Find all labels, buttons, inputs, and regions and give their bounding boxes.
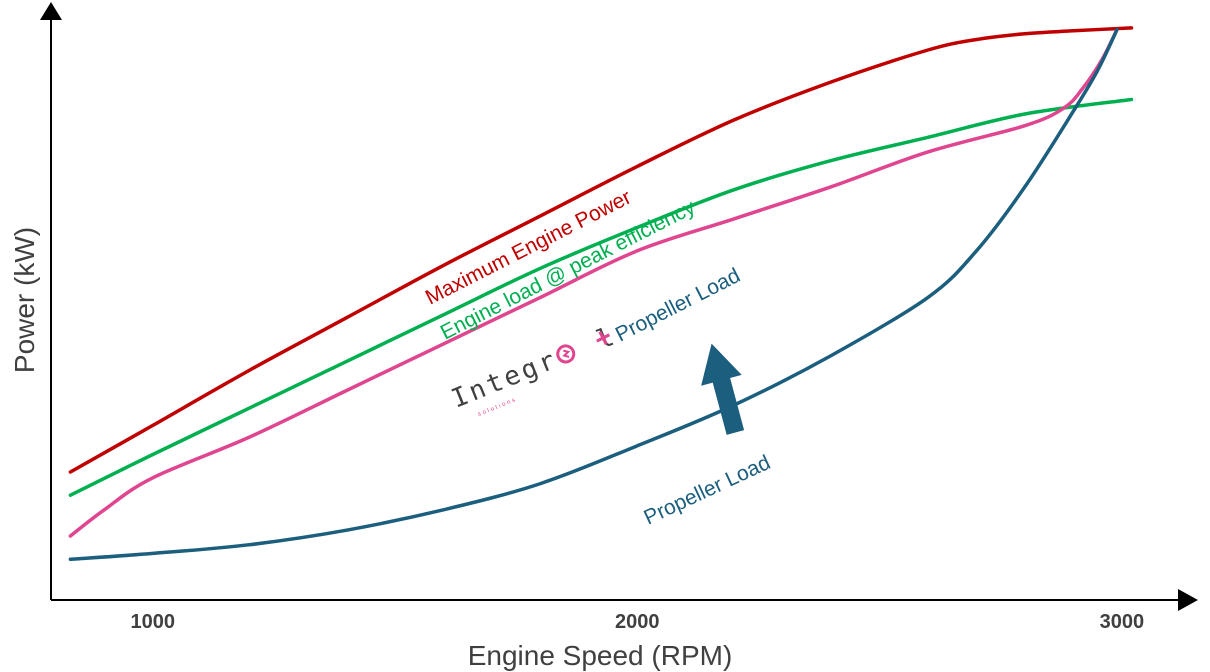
label-propeller-load: Propeller Load — [640, 451, 774, 530]
x-tick-label-2000: 2000 — [615, 611, 660, 633]
x-axis-arrowhead — [1178, 589, 1198, 611]
series-line-engine-load-peak-efficiency — [68, 97, 1134, 497]
logo-power-icon — [556, 344, 576, 364]
x-tick-labels: 1000 2000 3000 — [131, 611, 1145, 633]
improvement-arrow — [701, 343, 745, 435]
x-tick-label-1000: 1000 — [131, 611, 176, 633]
x-axis-title: Engine Speed (RPM) — [468, 640, 733, 671]
x-tick-label-3000: 3000 — [1100, 611, 1145, 633]
curves-layer — [68, 26, 1134, 562]
y-axis-title: Power (kW) — [9, 227, 40, 373]
series-line-maximum-engine-power — [68, 26, 1134, 474]
y-axis-arrowhead — [40, 2, 62, 20]
series-line-integral-propeller-load — [68, 27, 1119, 538]
series-line-propeller-load — [68, 27, 1119, 562]
label-integral-propeller-load-text: Propeller Load — [612, 264, 744, 347]
